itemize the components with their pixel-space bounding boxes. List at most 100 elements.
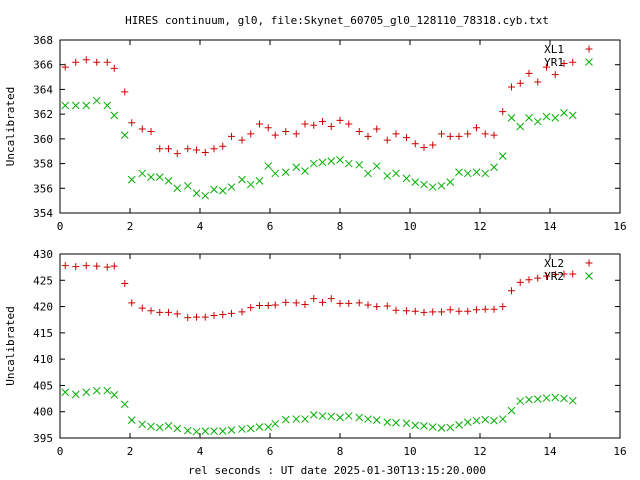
- data-point-xl1: [264, 124, 272, 132]
- data-point-xl2: [264, 302, 272, 310]
- data-point-yr2: [292, 415, 301, 423]
- data-point-xl2: [516, 278, 524, 286]
- data-point-yr2: [490, 416, 498, 425]
- data-point-yr1: [271, 169, 280, 178]
- data-point-xl2: [534, 274, 542, 282]
- data-point-yr1: [301, 167, 309, 175]
- data-point-yr2: [61, 388, 70, 397]
- data-point-yr2: [82, 388, 91, 397]
- data-point-xl1: [310, 121, 318, 129]
- y-tick-label: 410: [33, 353, 53, 366]
- x-tick-label: 2: [127, 445, 134, 458]
- y-tick-label: 358: [33, 158, 53, 171]
- legend-label-xl1: XL1: [544, 43, 564, 56]
- legend-label-yr2: YR2: [544, 270, 564, 283]
- data-point-yr1: [472, 168, 481, 177]
- data-point-yr1: [344, 159, 353, 168]
- data-point-xl2: [481, 305, 489, 313]
- data-point-xl1: [282, 127, 290, 135]
- data-point-xl2: [411, 307, 419, 315]
- data-point-xl2: [438, 308, 445, 316]
- legend-marker-yr2: [585, 272, 593, 280]
- data-point-xl1: [473, 124, 480, 132]
- data-point-xl1: [93, 58, 101, 66]
- data-point-yr1: [110, 111, 119, 120]
- data-point-yr2: [103, 386, 112, 395]
- data-point-xl1: [292, 130, 300, 138]
- data-point-yr2: [309, 411, 318, 419]
- data-point-xl1: [383, 136, 391, 144]
- y-tick-label: 400: [33, 406, 53, 419]
- y-tick-label: 368: [33, 34, 53, 47]
- data-point-xl2: [228, 309, 235, 317]
- data-point-xl2: [72, 263, 80, 271]
- data-point-yr2: [560, 394, 568, 403]
- data-point-yr2: [92, 386, 101, 395]
- data-point-yr2: [392, 418, 400, 427]
- data-point-yr1: [481, 169, 490, 178]
- data-point-yr2: [551, 393, 560, 402]
- data-point-xl2: [569, 270, 577, 278]
- data-point-xl2: [508, 287, 515, 295]
- data-point-xl1: [103, 58, 111, 66]
- data-point-yr1: [560, 109, 568, 117]
- data-point-xl2: [551, 271, 559, 279]
- data-point-yr2: [238, 425, 246, 433]
- data-point-yr2: [318, 412, 327, 420]
- data-point-yr1: [420, 180, 428, 189]
- data-point-xl1: [301, 120, 309, 128]
- data-point-yr1: [392, 169, 400, 178]
- data-point-xl1: [355, 127, 363, 135]
- data-point-yr2: [533, 395, 542, 403]
- data-point-yr2: [210, 427, 218, 436]
- data-point-xl2: [282, 298, 290, 306]
- data-point-yr1: [411, 178, 420, 186]
- data-point-xl2: [247, 304, 255, 312]
- data-point-yr1: [120, 131, 129, 140]
- x-tick-label: 0: [57, 220, 64, 233]
- data-point-yr2: [255, 423, 264, 431]
- data-point-yr1: [201, 191, 210, 200]
- data-point-xl1: [551, 71, 559, 79]
- data-point-xl2: [61, 262, 69, 270]
- data-point-yr2: [173, 424, 182, 433]
- data-point-xl1: [543, 63, 550, 71]
- y-tick-label: 430: [33, 248, 53, 261]
- data-point-yr1: [218, 186, 227, 195]
- data-point-yr1: [183, 181, 192, 190]
- data-point-yr1: [318, 158, 327, 167]
- data-point-xl2: [543, 272, 550, 280]
- data-point-xl1: [173, 150, 181, 158]
- y-tick-label: 420: [33, 301, 53, 314]
- data-point-yr2: [147, 422, 155, 431]
- data-point-yr1: [383, 172, 392, 180]
- data-point-xl1: [392, 130, 400, 138]
- x-tick-label: 2: [127, 220, 134, 233]
- data-point-yr1: [490, 163, 498, 172]
- data-point-xl2: [292, 299, 300, 307]
- data-point-yr2: [344, 412, 353, 420]
- data-point-xl2: [121, 279, 129, 287]
- data-point-xl2: [345, 299, 353, 307]
- y-tick-label: 356: [33, 182, 53, 195]
- data-point-yr2: [138, 420, 147, 429]
- data-point-yr1: [309, 159, 318, 168]
- data-point-yr1: [173, 184, 182, 193]
- y-tick-label: 415: [33, 327, 53, 340]
- data-point-yr2: [525, 395, 533, 404]
- y-tick-label: 354: [33, 207, 53, 220]
- data-point-yr1: [138, 169, 147, 178]
- data-point-xl2: [165, 308, 172, 316]
- data-point-xl2: [446, 306, 454, 314]
- chart-title: HIRES continuum, gl0, file:Skynet_60705_…: [125, 14, 549, 27]
- data-point-xl2: [210, 312, 218, 320]
- data-point-yr1: [238, 175, 246, 184]
- data-point-yr2: [336, 413, 344, 422]
- y-tick-label: 366: [33, 59, 53, 72]
- data-point-xl1: [516, 79, 524, 87]
- data-point-xl1: [193, 146, 200, 154]
- data-point-xl1: [82, 56, 90, 64]
- data-point-yr2: [155, 423, 164, 432]
- data-point-yr1: [210, 185, 218, 194]
- data-point-yr1: [155, 173, 164, 182]
